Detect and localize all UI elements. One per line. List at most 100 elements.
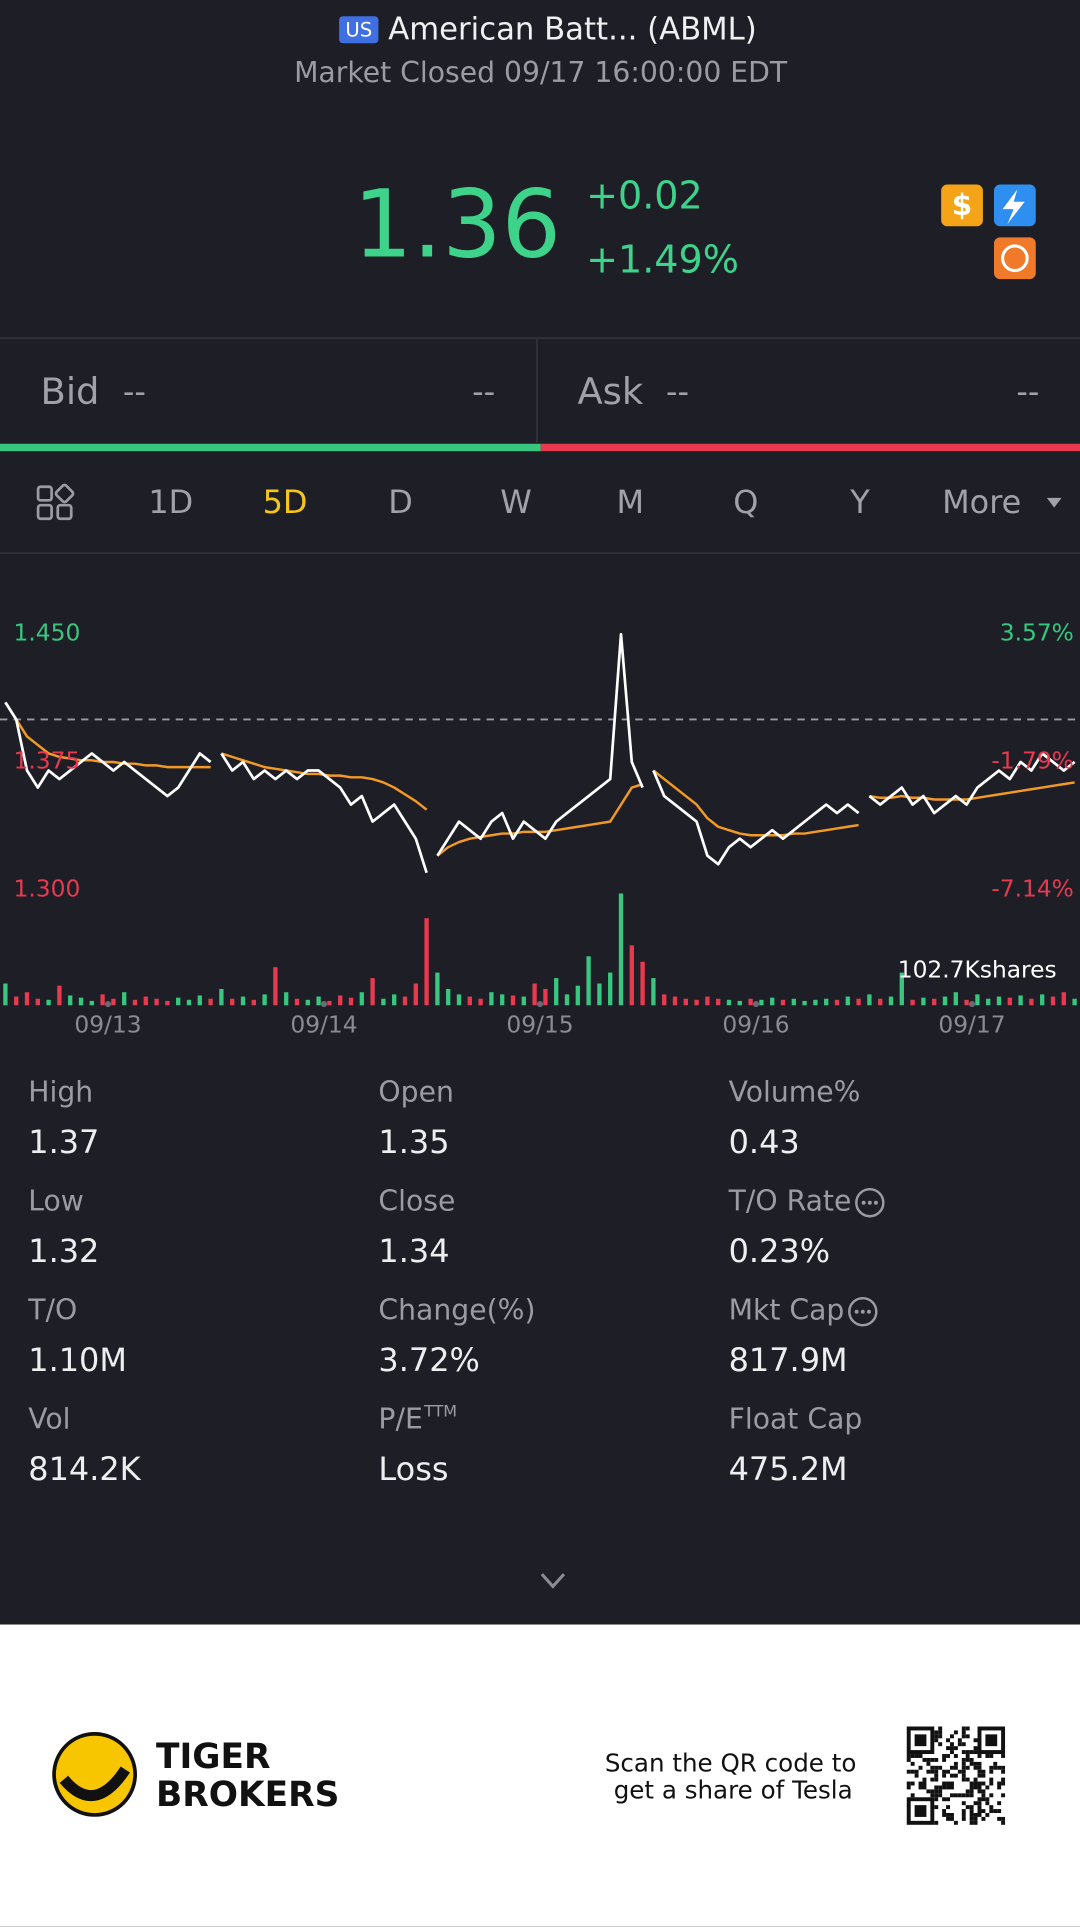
info-icon[interactable] — [855, 1187, 885, 1218]
period-tab[interactable]: M — [617, 483, 645, 521]
volume-bar — [327, 1000, 332, 1006]
volume-bar — [532, 983, 537, 1006]
qr-cell — [977, 1797, 982, 1802]
volume-bar — [284, 992, 289, 1006]
qr-cell — [969, 1761, 974, 1766]
qr-cell — [950, 1746, 954, 1751]
qr-cell — [989, 1765, 994, 1770]
info-icon[interactable] — [848, 1296, 878, 1327]
qr-cell — [973, 1750, 978, 1755]
qr-cell — [910, 1754, 915, 1758]
qr-cell — [981, 1793, 986, 1798]
qr-cell — [997, 1801, 1002, 1806]
y2-tick-label: -1.79% — [991, 747, 1074, 775]
volume-bar — [996, 996, 1002, 1006]
volume-bar — [834, 999, 840, 1006]
stat-label: High — [28, 1076, 93, 1109]
qr-cell — [973, 1813, 978, 1817]
qr-finder — [914, 1734, 927, 1747]
qr-cell — [965, 1789, 970, 1794]
volume-bar — [521, 996, 526, 1006]
qr-cell — [934, 1765, 939, 1770]
volume-bar — [14, 996, 19, 1006]
volume-bar — [230, 998, 235, 1006]
volume-bar — [953, 992, 958, 1006]
qr-cell — [942, 1813, 947, 1817]
qr-cell — [942, 1797, 947, 1802]
y-tick-label: 1.375 — [14, 746, 81, 774]
volume-bar — [726, 999, 732, 1006]
volume-bar — [964, 999, 969, 1006]
y2-tick-label: 3.57% — [1000, 619, 1074, 647]
stock-title[interactable]: American Batt... (ABML) — [388, 11, 756, 47]
volume-bar — [586, 956, 591, 1006]
period-tab[interactable]: W — [500, 483, 532, 521]
qr-cell — [914, 1769, 919, 1774]
volume-bar — [273, 967, 278, 1006]
qr-cell — [961, 1816, 966, 1821]
qr-finder — [906, 1797, 935, 1825]
qr-cell — [906, 1781, 911, 1786]
qr-cell — [942, 1781, 947, 1786]
qr-cell — [965, 1726, 970, 1731]
qr-cell — [969, 1789, 974, 1794]
qr-cell — [981, 1816, 986, 1821]
period-tab[interactable]: Y — [849, 483, 870, 521]
volume-bar — [543, 988, 548, 1006]
volume-bar — [564, 994, 570, 1006]
qr-cell — [922, 1781, 927, 1786]
volume-bar — [1029, 998, 1034, 1006]
qr-cell — [993, 1809, 998, 1814]
volume-bar — [89, 1000, 94, 1006]
qr-cell — [953, 1820, 958, 1825]
volume-bar — [705, 996, 710, 1006]
volume-bar — [899, 972, 904, 1006]
volume-bar — [672, 996, 678, 1006]
period-tab[interactable]: Q — [733, 483, 758, 521]
qr-cell — [906, 1785, 911, 1790]
volume-bar — [219, 988, 224, 1006]
qr-cell — [950, 1773, 954, 1778]
expand-chevron[interactable] — [540, 1573, 566, 1589]
qr-cell — [965, 1793, 970, 1798]
qr-cell — [934, 1734, 939, 1739]
stat-label: Open — [378, 1076, 453, 1109]
qr-cell — [973, 1761, 978, 1766]
qr-cell — [961, 1742, 966, 1747]
qr-finder — [906, 1726, 935, 1755]
qr-cell — [957, 1742, 962, 1747]
qr-cell — [934, 1738, 939, 1743]
price-line — [4, 701, 212, 798]
qr-cell — [997, 1765, 1002, 1770]
volume-bar — [381, 998, 386, 1006]
volume-bar — [910, 999, 915, 1006]
period-tab[interactable]: 5D — [263, 483, 308, 521]
qr-cell — [946, 1816, 951, 1821]
period-tab[interactable]: 1D — [148, 483, 193, 521]
volume-bar — [1072, 998, 1077, 1006]
volume-bar — [186, 999, 192, 1006]
qr-cell — [977, 1773, 982, 1778]
qr-cell — [961, 1769, 966, 1774]
qr-cell — [997, 1785, 1002, 1790]
qr-cell — [914, 1773, 919, 1778]
qr-cell — [950, 1750, 954, 1755]
qr-cell — [961, 1801, 966, 1806]
price-change: +0.02 — [586, 174, 703, 218]
price-line — [436, 632, 644, 857]
qr-cell — [973, 1738, 978, 1743]
qr-cell — [985, 1785, 990, 1790]
layout-icon[interactable] — [36, 483, 75, 521]
volume-bar — [489, 992, 494, 1006]
volume-bar — [3, 983, 8, 1006]
qr-cell — [969, 1805, 974, 1810]
qr-cell — [961, 1734, 966, 1739]
period-tab[interactable]: D — [388, 483, 413, 521]
qr-cell — [981, 1809, 986, 1814]
stat-label: Volume% — [729, 1076, 861, 1109]
qr-cell — [957, 1769, 962, 1774]
icon-options[interactable] — [993, 237, 1036, 280]
icon-dollar[interactable] — [941, 184, 983, 227]
period-tab[interactable]: More — [942, 483, 1021, 521]
promo-line: Scan the QR code to — [605, 1749, 857, 1778]
